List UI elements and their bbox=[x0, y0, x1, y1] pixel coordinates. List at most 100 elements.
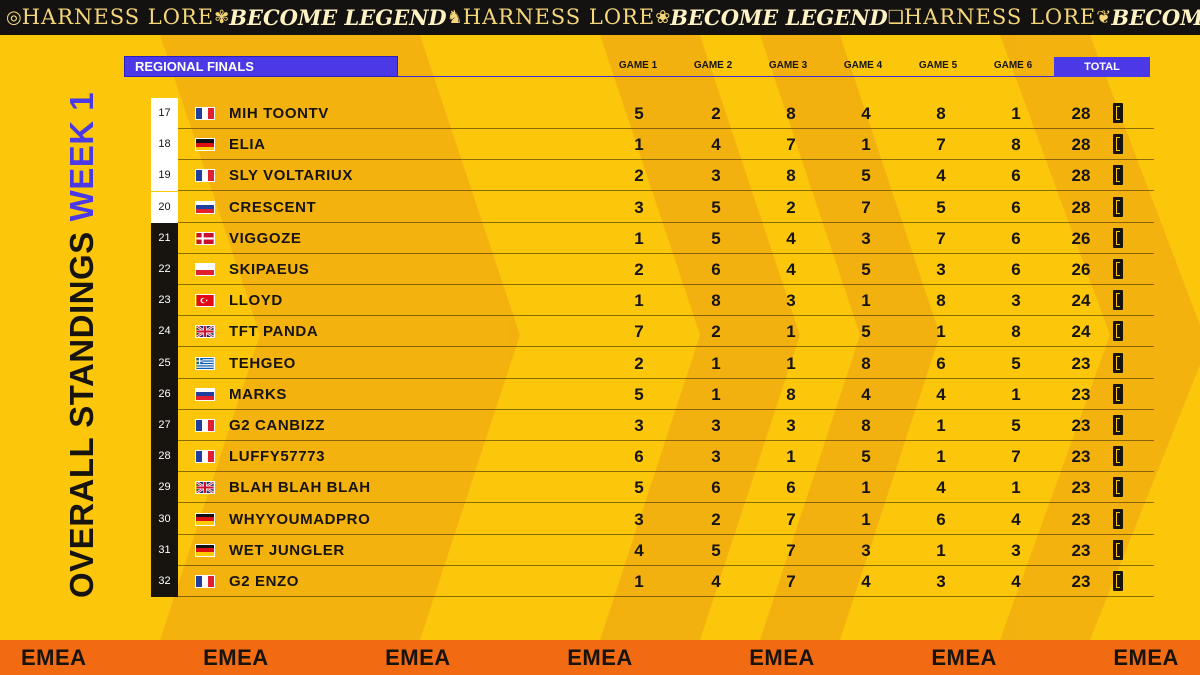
row-divider bbox=[178, 377, 1154, 379]
status-logo-icon bbox=[1113, 103, 1123, 123]
game-1-placement: 1 bbox=[634, 135, 644, 155]
rank-cell: 19 bbox=[151, 160, 178, 192]
game-2-header: GAME 2 bbox=[693, 60, 733, 71]
game-6-placement: 6 bbox=[1011, 228, 1021, 248]
total-points: 28 bbox=[1071, 166, 1091, 186]
row-divider bbox=[178, 564, 1154, 566]
status-logo-icon bbox=[1113, 352, 1123, 373]
player-name: TFT PANDA bbox=[229, 323, 319, 341]
status-logo-icon bbox=[1113, 446, 1123, 467]
game-2-placement: 1 bbox=[711, 353, 721, 373]
total-points: 23 bbox=[1071, 353, 1091, 373]
player-name: MIH TOONTV bbox=[229, 105, 329, 122]
row-divider bbox=[178, 128, 1154, 129]
game-5-placement: 4 bbox=[936, 166, 946, 186]
game-2-placement: 3 bbox=[711, 447, 721, 467]
game-4-placement: 5 bbox=[861, 260, 871, 279]
game-1-placement: 1 bbox=[634, 291, 644, 311]
game-6-placement: 4 bbox=[1011, 509, 1021, 529]
banner-text: BECOME LEGEND bbox=[670, 5, 888, 30]
total-points: 24 bbox=[1071, 322, 1091, 342]
russia-flag bbox=[195, 200, 215, 214]
swirl-icon: ◎ bbox=[6, 7, 22, 28]
rank-cell: 31 bbox=[158, 543, 171, 556]
game-2-placement: 5 bbox=[711, 540, 721, 560]
game-4-placement: 5 bbox=[861, 322, 871, 342]
game-3-placement: 8 bbox=[786, 166, 796, 186]
region-label: EMEA bbox=[567, 644, 633, 670]
game-4-header: GAME 4 bbox=[843, 60, 883, 71]
game-2-placement: 5 bbox=[711, 228, 721, 248]
game-2-placement: 6 bbox=[711, 478, 721, 498]
game-5-placement: 4 bbox=[936, 478, 946, 498]
status-logo-icon bbox=[1113, 165, 1123, 186]
game-5-placement: 1 bbox=[936, 540, 946, 560]
flower-icon: ❀ bbox=[655, 7, 671, 28]
game-3-placement: 8 bbox=[786, 104, 796, 123]
game-3-placement: 6 bbox=[786, 478, 796, 498]
game-4-placement: 4 bbox=[861, 384, 871, 404]
table-row: 21 VIGGOZE 1 5 4 3 7 6 26 bbox=[151, 223, 1154, 254]
game-4-placement: 3 bbox=[861, 540, 871, 560]
banner-text: HARNESS LORE bbox=[21, 5, 215, 29]
player-name: CRESCENT bbox=[229, 198, 317, 216]
game-1-placement: 2 bbox=[634, 260, 644, 279]
game-2-placement: 2 bbox=[711, 509, 721, 529]
player-name: ELIA bbox=[229, 136, 266, 154]
player-name: BLAH BLAH BLAH bbox=[229, 479, 371, 497]
row-divider bbox=[178, 190, 1154, 192]
banner-text: BECOME LEGEND bbox=[1111, 5, 1200, 30]
total-points: 24 bbox=[1071, 291, 1091, 311]
game-4-placement: 4 bbox=[861, 104, 871, 123]
rank-cell: 24 bbox=[158, 325, 171, 338]
game-5-placement: 1 bbox=[936, 447, 946, 467]
rank-cell: 18 bbox=[151, 129, 178, 161]
game-6-placement: 4 bbox=[1011, 572, 1021, 591]
game-6-placement: 7 bbox=[1011, 447, 1021, 467]
row-divider bbox=[178, 502, 1154, 504]
title-week: WEEK 1 bbox=[63, 91, 100, 222]
beast-icon: ♞ bbox=[446, 7, 463, 28]
game-4-placement: 1 bbox=[861, 509, 871, 529]
greece-flag bbox=[195, 356, 215, 370]
row-divider bbox=[178, 408, 1154, 410]
germany-flag bbox=[195, 512, 215, 526]
total-points: 23 bbox=[1071, 572, 1091, 591]
row-divider bbox=[178, 159, 1154, 161]
rank-cell: 27 bbox=[158, 419, 171, 431]
total-points: 28 bbox=[1071, 197, 1091, 217]
region-label: EMEA bbox=[1113, 644, 1179, 670]
game-6-placement: 6 bbox=[1011, 166, 1021, 186]
player-name: VIGGOZE bbox=[229, 229, 302, 247]
game-4-placement: 7 bbox=[861, 197, 871, 217]
status-logo-icon bbox=[1113, 539, 1123, 560]
game-1-header: GAME 1 bbox=[618, 60, 658, 71]
row-divider bbox=[178, 284, 1154, 285]
total-points: 26 bbox=[1071, 260, 1091, 279]
row-divider bbox=[178, 221, 1154, 223]
table-row: 19 SLY VOLTARIUX 2 3 8 5 4 6 28 bbox=[151, 160, 1154, 192]
region-label: EMEA bbox=[21, 644, 87, 670]
total-points: 23 bbox=[1071, 447, 1091, 467]
game-4-placement: 5 bbox=[861, 447, 871, 467]
total-label: TOTAL bbox=[1084, 61, 1120, 73]
game-3-placement: 7 bbox=[786, 572, 796, 591]
crest-icon: ✾ bbox=[214, 7, 230, 28]
header-divider bbox=[398, 76, 1150, 77]
table-row: 28 LUFFY57773 6 3 1 5 1 7 23 bbox=[151, 441, 1154, 473]
banner-text: HARNESS LORE bbox=[903, 5, 1097, 29]
game-6-placement: 5 bbox=[1011, 353, 1021, 373]
game-3-placement: 1 bbox=[786, 322, 796, 342]
region-label: EMEA bbox=[203, 644, 269, 670]
game-1-placement: 5 bbox=[634, 384, 644, 404]
section-header: REGIONAL FINALS bbox=[124, 56, 398, 77]
table-row: 22 SKIPAEUS 2 6 4 5 3 6 26 bbox=[151, 254, 1154, 285]
game-1-placement: 2 bbox=[634, 353, 644, 373]
total-header: TOTAL bbox=[1054, 57, 1150, 77]
game-6-placement: 6 bbox=[1011, 260, 1021, 279]
game-6-placement: 3 bbox=[1011, 540, 1021, 560]
row-divider bbox=[178, 440, 1154, 441]
table-row: 18 ELIA 1 4 7 1 7 8 28 bbox=[151, 129, 1154, 161]
game-4-placement: 8 bbox=[861, 416, 871, 435]
russia-flag bbox=[195, 387, 215, 401]
